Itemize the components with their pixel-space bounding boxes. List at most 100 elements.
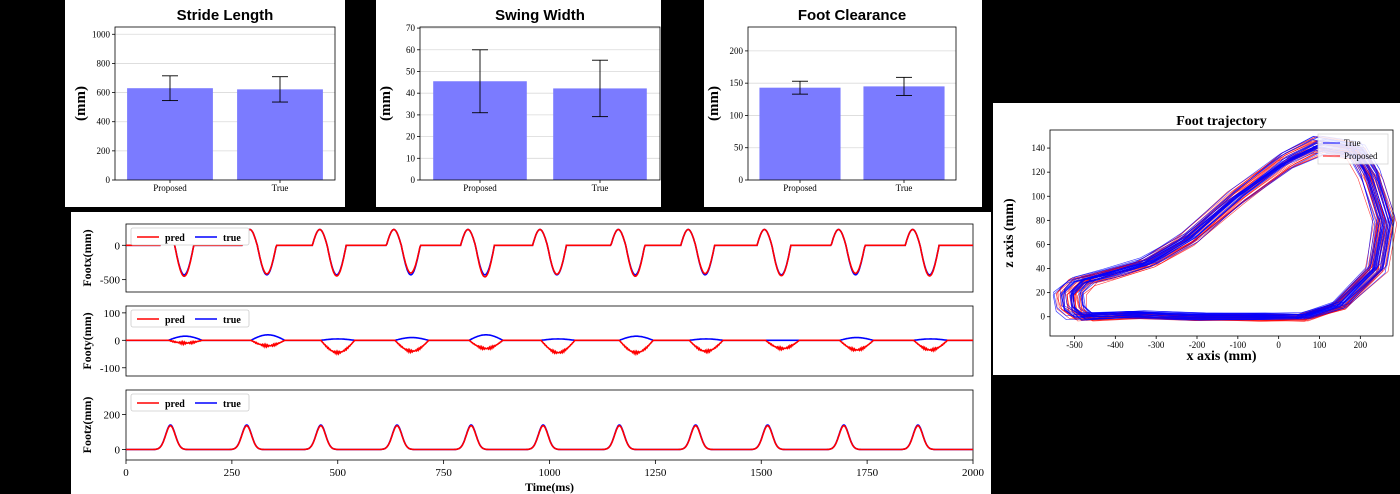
swing-width-chart: Swing Width (mm) 0 10 20 30 40 50 60 70 Proposed Tr… <box>378 7 661 193</box>
x-axis-label: Time(ms) <box>525 480 574 494</box>
y-tick-label: 0 <box>115 445 121 457</box>
x-tick-label: 1750 <box>856 467 879 479</box>
true-trajectory-loop <box>1073 145 1376 321</box>
true-trajectory-loop <box>1061 147 1383 319</box>
y-tick-label: 20 <box>1036 288 1046 298</box>
legend-label-pred: pred <box>165 233 185 244</box>
y-tick-label: 20 <box>406 132 416 142</box>
y-axis-label: (mm) <box>378 86 394 121</box>
y-tick-label: 80 <box>1036 215 1046 225</box>
y-tick-label: 120 <box>1032 167 1046 177</box>
x-tick-label: 0 <box>1276 340 1281 350</box>
stride-length-panel: Stride Length (mm) 0 200 400 600 800 1000 Propos… <box>65 0 345 207</box>
y-tick-label: 800 <box>97 58 111 68</box>
y-tick-label: 30 <box>406 110 416 120</box>
y-tick-label: -100 <box>100 363 121 375</box>
y-tick-label: 70 <box>406 23 416 33</box>
true-trajectory-loop <box>1071 144 1387 317</box>
true-trajectory-loop <box>1052 150 1382 321</box>
y-axis-label: (mm) <box>706 86 722 121</box>
legend-label-true: true <box>223 399 241 410</box>
x-tick-label: 1500 <box>750 467 773 479</box>
foot-clearance-panel: Foot Clearance (mm) 0 50 100 150 200 Proposed Tr… <box>704 0 982 207</box>
y-tick-label: 600 <box>97 88 111 98</box>
foot-position-timeseries-panel: 0 -500 Footx(mm) pred true 100 0 -100 Footy(mm) p… <box>71 212 991 494</box>
legend-box <box>130 227 250 246</box>
pred-series-line <box>126 339 973 357</box>
y-tick-label: 100 <box>104 308 121 320</box>
bar-true <box>237 89 323 180</box>
proposed-trajectory-loop <box>1072 140 1381 317</box>
y-tick-label: 200 <box>97 146 111 156</box>
legend-label-true: True <box>1344 138 1361 148</box>
y-tick-label: 150 <box>730 78 744 88</box>
x-tick-label: 0 <box>123 467 129 479</box>
subplot-frame <box>125 223 974 293</box>
y-tick-label: 100 <box>730 110 744 120</box>
plot-frame <box>419 26 661 181</box>
stride-length-chart: Stride Length (mm) 0 200 400 600 800 1000 Propos… <box>73 7 336 193</box>
x-tick-label: 1250 <box>644 467 667 479</box>
y-tick-label: 0 <box>739 175 744 185</box>
y-axis-label: Footy(mm) <box>80 312 94 369</box>
plot-frame <box>1049 129 1394 337</box>
x-tick-label: -200 <box>1189 340 1206 350</box>
x-tick-label: 750 <box>435 467 452 479</box>
plot-frame <box>747 26 957 181</box>
bar-proposed <box>759 87 841 180</box>
x-category-label: True <box>272 183 289 193</box>
legend-label-proposed: Proposed <box>1344 151 1378 161</box>
y-tick-label: 0 <box>115 335 121 347</box>
y-axis-label: z axis (mm) <box>1002 198 1017 268</box>
y-tick-label: 200 <box>104 410 121 422</box>
y-axis-label: Footz(mm) <box>80 397 94 454</box>
proposed-trajectory-loop <box>1075 140 1381 317</box>
legend-label-pred: pred <box>165 399 185 410</box>
y-tick-label: 10 <box>406 153 416 163</box>
proposed-trajectory-loop <box>1059 142 1379 320</box>
true-trajectory-loop <box>1062 141 1392 319</box>
foot-trajectory-chart: Foot trajectory x axis (mm) z axis (mm) -50… <box>1002 114 1398 364</box>
proposed-trajectory-loop <box>1080 155 1381 322</box>
true-trajectory-loop <box>1070 141 1391 317</box>
bar-true <box>863 86 945 180</box>
x-category-label: True <box>592 183 609 193</box>
foot-clearance-chart: Foot Clearance (mm) 0 50 100 150 200 Proposed Tr… <box>706 7 957 193</box>
chart-title: Foot Clearance <box>798 7 906 24</box>
proposed-trajectory-loop <box>1066 147 1377 318</box>
x-tick-label: 500 <box>330 467 347 479</box>
legend-box <box>130 309 250 328</box>
true-trajectory-loop <box>1072 139 1384 320</box>
y-tick-label: 60 <box>406 45 416 55</box>
y-tick-label: 60 <box>1036 239 1046 249</box>
true-trajectory-loop <box>1061 152 1379 319</box>
legend-label-pred: pred <box>165 315 185 326</box>
chart-title: Foot trajectory <box>1176 114 1267 129</box>
proposed-trajectory-loop <box>1064 147 1383 317</box>
y-tick-label: 50 <box>406 66 416 76</box>
x-tick-label: 2000 <box>962 467 985 479</box>
y-tick-label: 0 <box>411 175 416 185</box>
x-tick-label: -500 <box>1066 340 1083 350</box>
proposed-trajectory-loop <box>1061 147 1386 316</box>
proposed-trajectory-loop <box>1073 149 1374 320</box>
true-trajectory-loop <box>1078 141 1391 319</box>
x-tick-label: -400 <box>1107 340 1124 350</box>
true-trajectory-loop <box>1063 146 1385 315</box>
legend-box <box>1317 133 1389 165</box>
chart-title: Stride Length <box>177 7 274 24</box>
y-tick-label: 200 <box>730 46 744 56</box>
true-trajectory-loop <box>1053 149 1384 317</box>
true-trajectory-loop <box>1072 142 1380 320</box>
y-tick-label: -500 <box>100 275 121 287</box>
subplot-frame <box>125 389 974 461</box>
x-category-label: Proposed <box>153 183 187 193</box>
x-category-label: Proposed <box>783 183 817 193</box>
proposed-trajectory-loop <box>1077 154 1385 321</box>
y-tick-label: 0 <box>106 175 111 185</box>
x-category-label: True <box>896 183 913 193</box>
y-axis-label: (mm) <box>73 86 89 121</box>
legend-box <box>130 393 250 412</box>
swing-width-panel: Swing Width (mm) 0 10 20 30 40 50 60 70 Proposed Tr… <box>376 0 661 207</box>
